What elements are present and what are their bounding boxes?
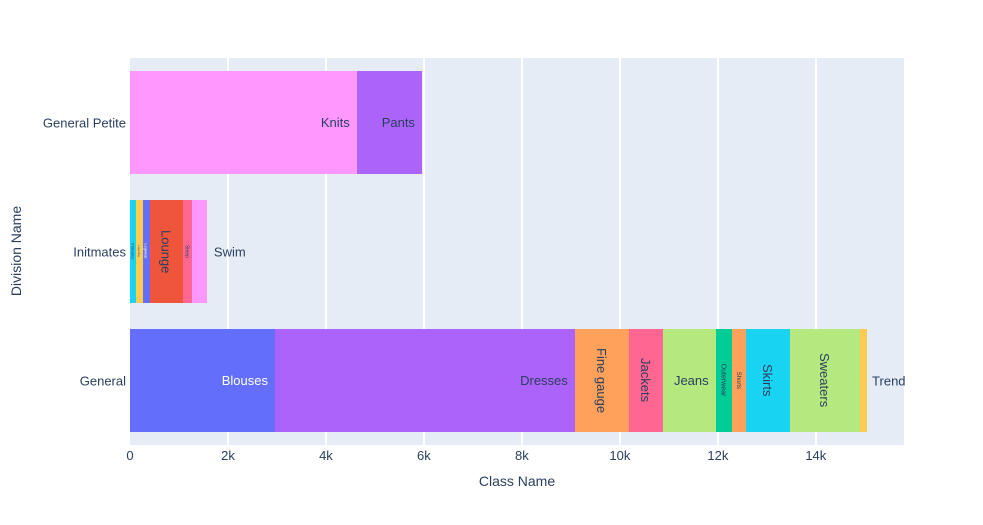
- bar-label-skirts: Skirts: [760, 364, 776, 397]
- y-tick-general-petite: General Petite: [42, 115, 126, 130]
- bar-segment-jackets[interactable]: Jackets: [628, 329, 663, 432]
- gridline-6k: [423, 58, 425, 445]
- bar-label-intimates: Intimates: [130, 243, 136, 260]
- gridline-2k: [227, 58, 229, 445]
- bar-segment-fine-gauge[interactable]: Fine gauge: [574, 329, 629, 432]
- bar-label-swim: Swim: [213, 244, 246, 259]
- plot-area[interactable]: Knits Pants Intimates Layering Legwear Lounge…: [130, 58, 906, 445]
- x-tick-6k: 6k: [417, 448, 431, 463]
- bar-segment-jeans[interactable]: Jeans: [662, 329, 716, 432]
- bar-label-jeans: Jeans: [673, 373, 709, 388]
- x-tick-12k: 12k: [707, 448, 729, 463]
- y-tick-initmates: Initmates: [73, 244, 126, 259]
- bar-label-outerwear: Outerwear: [719, 364, 728, 397]
- bar-segment-legwear[interactable]: Legwear: [142, 200, 150, 303]
- bar-segment-knits[interactable]: Knits: [130, 71, 357, 174]
- bar-segment-trend[interactable]: [859, 329, 867, 432]
- gridline-14k: [815, 58, 817, 445]
- bar-segment-intimates[interactable]: Intimates: [130, 200, 136, 303]
- gridline-4k: [325, 58, 327, 445]
- bar-label-sweaters: Sweaters: [817, 353, 833, 408]
- gridline-10k: [619, 58, 621, 445]
- bar-label-trend: Trend: [872, 373, 906, 388]
- bar-label-dresses: Dresses: [520, 373, 568, 388]
- bar-label-layering: Layering: [137, 245, 142, 258]
- bar-label-legwear: Legwear: [143, 243, 149, 260]
- bar-segment-sleep[interactable]: Sleep: [182, 200, 192, 303]
- x-tick-2k: 2k: [221, 448, 235, 463]
- y-tick-general: General: [79, 373, 126, 388]
- x-tick-8k: 8k: [515, 448, 529, 463]
- x-tick-0: 0: [126, 448, 134, 463]
- bar-label-knits: Knits: [320, 115, 350, 130]
- bar-segment-shorts[interactable]: Shorts: [732, 329, 746, 432]
- x-tick-14k: 14k: [805, 448, 827, 463]
- bar-label-shorts: Shorts: [735, 371, 743, 390]
- gridline-8k: [521, 58, 523, 445]
- bar-label-jackets: Jackets: [638, 358, 654, 403]
- x-tick-10k: 10k: [609, 448, 631, 463]
- bar-segment-outerwear[interactable]: Outerwear: [715, 329, 733, 432]
- bar-label-blouses: Blouses: [221, 373, 268, 388]
- bar-label-lounge: Lounge: [158, 229, 174, 274]
- x-tick-4k: 4k: [319, 448, 333, 463]
- bar-segment-sweaters[interactable]: Sweaters: [789, 329, 860, 432]
- bar-segment-skirts[interactable]: Skirts: [745, 329, 790, 432]
- bar-segment-blouses[interactable]: Blouses: [130, 329, 275, 432]
- bar-segment-pants[interactable]: Pants: [356, 71, 422, 174]
- bar-label-pants: Pants: [381, 115, 415, 130]
- bar-segment-layering[interactable]: Layering: [135, 200, 143, 303]
- bar-segment-lounge[interactable]: Lounge: [149, 200, 183, 303]
- gridline-12k: [717, 58, 719, 445]
- bar-segment-swim[interactable]: [191, 200, 207, 303]
- bar-label-sleep: Sleep: [184, 245, 191, 258]
- bar-segment-dresses[interactable]: Dresses: [275, 329, 575, 432]
- bar-label-fine-gauge: Fine gauge: [594, 347, 610, 414]
- x-axis-title: Class Name: [478, 473, 556, 489]
